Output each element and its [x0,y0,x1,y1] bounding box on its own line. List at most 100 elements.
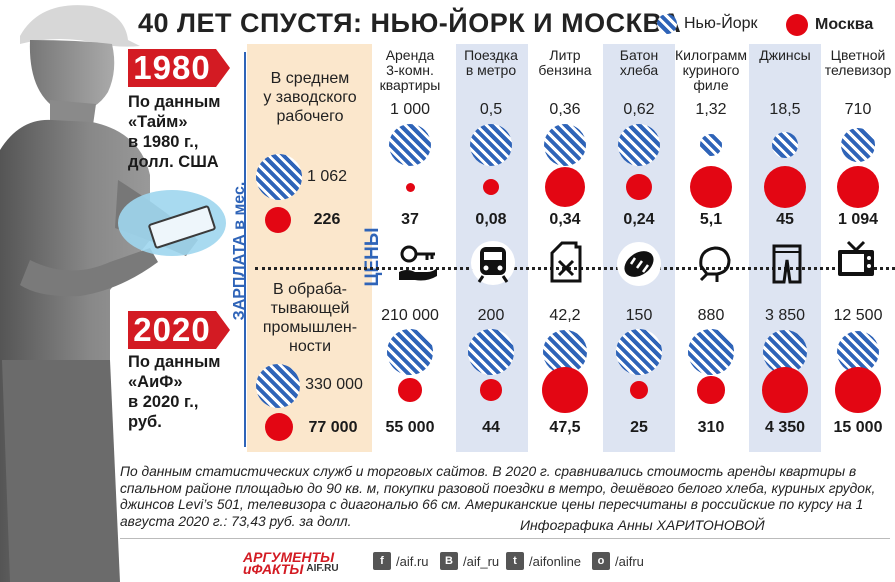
column-heading-line: куриного [682,62,740,78]
column-heading-line: бензина [538,62,592,78]
heading-line: В среднем [270,70,350,87]
moscow-1980-bubble [837,166,879,208]
ny-2020-value: 880 [697,307,725,324]
moscow-2020-bubble [398,378,422,402]
logo-top-text: АРГУМЕНТЫ [243,549,335,565]
moscow-1980-value: 45 [776,211,794,228]
moscow-1980-bubble [764,166,806,208]
twitter-icon: t [506,552,524,570]
facebook-icon: f [373,552,391,570]
ny-2020-value: 210 000 [381,307,439,324]
salary-2020-heading: В обраба- тывающей промышлен- ности [250,280,370,356]
moscow-2020-value: 47,5 [549,419,581,436]
ny-1980-value: 1 000 [389,101,431,118]
source-2020-line: в 2020 г., [128,393,199,411]
moscow-2020-value: 310 [697,419,725,436]
ny-1980-bubble [470,124,512,166]
column-heading: Поездка в метро [445,48,537,78]
ny-1980-bubble [618,124,660,166]
moscow-2020-value: 25 [630,419,648,436]
salary-2020-moscow-value: 77 000 [308,419,358,436]
legend-new-york: Нью-Йорк [657,14,758,34]
year-1980-text: 1980 [133,49,211,86]
fuel-canister-icon [550,241,582,283]
source-1980-line: долл. США [128,153,219,171]
column-heading: Цветной телевизор [812,48,895,78]
moscow-1980-bubble [482,178,500,196]
moscow-2020-value: 15 000 [833,419,883,436]
social-facebook[interactable]: f /aif.ru [373,552,429,570]
column-heading-line: Батон [619,47,659,63]
column-heading-line: Аренда [385,47,435,63]
moscow-2020-bubble [629,380,649,400]
ny-1980-value: 18,5 [769,101,801,118]
moscow-1980-bubble [690,166,732,208]
heading-line: рабочего [276,108,344,125]
salary-1980-ny-bubble [256,154,302,200]
man-with-newspaper-illustration [0,5,198,582]
column-heading-line: Поездка [464,47,518,63]
ny-2020-bubble [837,331,879,373]
ny-2020-value: 200 [477,307,505,324]
ny-1980-bubble [841,128,875,162]
separator-line [244,52,246,447]
red-circle-icon [786,14,808,36]
vk-icon: В [440,552,458,570]
ny-2020-bubble [688,329,734,375]
author-credit: Инфографика Анны ХАРИТОНОВОЙ [520,517,765,533]
heading-line: тывающей [270,300,350,317]
key-hand-icon [399,245,437,281]
source-1980-line: По данным [128,93,221,111]
footnote-text: По данным статистических служб и торговы… [120,464,876,529]
ny-1980-value: 710 [844,101,872,118]
salary-2020-ny-value: 330 000 [305,376,363,393]
salary-1980-ny-value: 1 062 [307,168,348,185]
footer-divider [120,538,890,539]
source-2020-line: «АиФ» [128,373,183,391]
logo-bottom-row: иФАКТЫ AIF.RU [243,562,339,576]
legend-moscow: Москва [786,14,873,36]
social-label: /aifonline [529,553,582,569]
ny-1980-bubble [700,134,722,156]
divider-dotted-line [255,267,895,270]
salary-1980-moscow-bubble [265,207,291,233]
ny-1980-value: 0,62 [623,101,655,118]
moscow-1980-value: 0,08 [475,211,507,228]
ny-2020-bubble [387,329,433,375]
ny-1980-bubble [389,124,431,166]
ny-2020-bubble [616,329,662,375]
year-2020-text: 2020 [133,311,211,348]
heading-line: промышлен- [262,319,358,336]
social-label: /aif.ru [396,553,429,569]
tv-icon [838,240,874,276]
ny-2020-value: 150 [625,307,653,324]
ny-1980-value: 0,36 [549,101,581,118]
jeans-icon [772,244,802,284]
moscow-2020-bubble [542,367,588,413]
moscow-2020-value: 55 000 [385,419,435,436]
chicken-icon [699,246,731,282]
social-twitter[interactable]: t /aifonline [506,552,581,570]
source-1980-line: «Тайм» [128,113,188,131]
column-heading-line: хлеба [619,62,659,78]
moscow-2020-bubble [480,379,502,401]
column-heading-line: Цветной [830,47,886,63]
ny-2020-bubble [763,330,807,374]
ny-2020-bubble [468,329,514,375]
moscow-1980-bubble [405,182,415,192]
column-heading: Батон хлеба [593,48,685,78]
column-heading-line: Джинсы [759,47,811,63]
year-2020-arrow [216,311,230,349]
ny-2020-value: 3 850 [764,307,806,324]
source-2020: По данным «АиФ» в 2020 г., руб. [128,352,220,432]
ny-1980-bubble [771,131,799,159]
social-vk[interactable]: В /aif_ru [440,552,499,570]
ny-2020-value: 42,2 [549,307,581,324]
social-odnoklassniki[interactable]: о /aifru [592,552,644,570]
odnoklassniki-icon: о [592,552,610,570]
column-heading-line: телевизор [824,62,892,78]
moscow-2020-bubble [762,367,808,413]
moscow-2020-bubble [697,376,725,404]
moscow-1980-value: 0,34 [549,211,581,228]
ny-1980-value: 1,32 [695,101,727,118]
